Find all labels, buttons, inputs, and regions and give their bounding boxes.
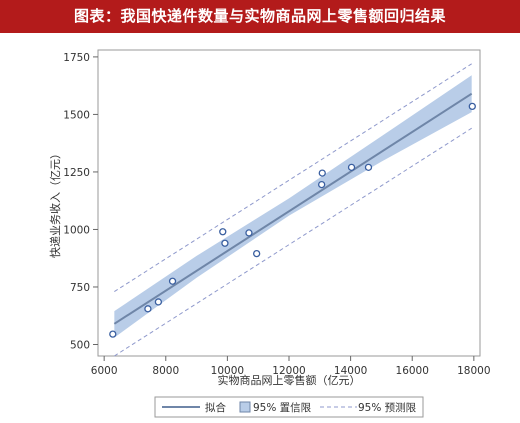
data-point <box>109 330 117 338</box>
x-tick-label: 16000 <box>396 365 429 377</box>
data-point <box>364 163 373 171</box>
data-point <box>154 298 163 306</box>
y-tick-label: 1750 <box>63 52 90 64</box>
legend-fit-label: 拟合 <box>205 401 226 414</box>
legend-item-fit: 拟合 <box>162 401 226 414</box>
confidence-band <box>114 75 472 338</box>
legend-confidence-label: 95% 置信限 <box>253 402 312 414</box>
x-tick-label: 6000 <box>91 365 118 377</box>
data-point <box>144 305 152 313</box>
y-tick-label: 1000 <box>63 224 90 236</box>
data-point <box>468 102 476 111</box>
x-tick-label: 14000 <box>334 365 367 377</box>
data-point <box>318 180 326 189</box>
y-tick-label: 1250 <box>63 167 90 179</box>
data-point <box>219 228 227 236</box>
data-point <box>318 169 326 177</box>
x-tick-label: 18000 <box>457 365 490 377</box>
data-point <box>245 229 253 237</box>
data-point <box>168 277 177 285</box>
fit-line <box>113 92 473 325</box>
x-tick-label: 12000 <box>272 365 305 377</box>
legend-item-confidence: 95% 置信限 <box>239 401 312 414</box>
data-point <box>347 163 356 171</box>
legend-item-prediction: 95% 预测限 <box>320 401 417 414</box>
y-tick-label: 1500 <box>63 109 90 121</box>
x-axis-label: 实物商品网上零售额（亿元） <box>218 373 361 387</box>
prediction-limit-lower <box>114 127 472 357</box>
y-tick-label: 750 <box>70 282 90 294</box>
chart-title: 图表：我国快递件数量与实物商品网上零售额回归结果 <box>0 0 520 33</box>
y-axis-label: 快递业务收入（亿元） <box>48 148 62 258</box>
data-point <box>221 239 229 247</box>
legend-box <box>154 396 424 418</box>
x-tick-label: 10000 <box>211 365 244 377</box>
data-point <box>253 249 261 258</box>
legend-confidence-swatch <box>239 401 251 413</box>
prediction-limit-upper <box>114 63 472 293</box>
x-tick-label: 8000 <box>152 365 179 377</box>
y-tick-label: 500 <box>70 339 90 351</box>
legend-prediction-label: 95% 预测限 <box>358 401 417 414</box>
